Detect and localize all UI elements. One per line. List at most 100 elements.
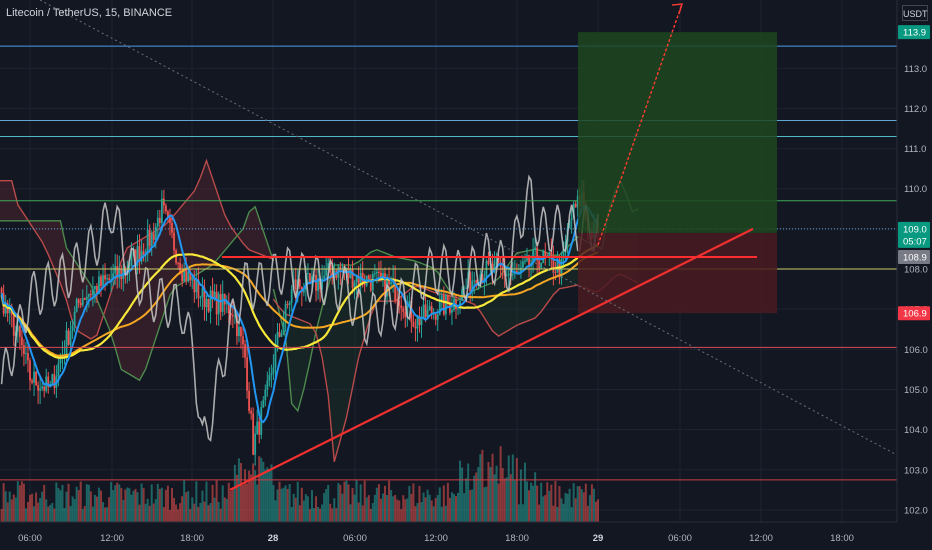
candle-body (438, 300, 441, 315)
volume-bar (148, 505, 151, 522)
price-axis-bg (897, 0, 932, 550)
candle-body (207, 299, 210, 312)
candle-body (203, 287, 206, 308)
volume-bar (166, 485, 169, 522)
volume-bar (418, 485, 421, 522)
candle-body (349, 269, 352, 278)
volume-bar (67, 483, 70, 522)
volume-bar (444, 505, 447, 522)
volume-bar (375, 487, 378, 522)
candle-body (388, 279, 390, 285)
candle-body (158, 217, 161, 224)
candle-body (576, 195, 579, 208)
candle-body (449, 304, 451, 313)
candle-body (29, 360, 31, 381)
candle-body (227, 302, 230, 314)
volume-bar (546, 482, 549, 522)
volume-bar (100, 490, 102, 522)
volume-bar (452, 493, 455, 522)
volume-bar (505, 477, 508, 522)
candle-body (353, 281, 356, 288)
volume-bar (59, 490, 62, 522)
volume-bar (560, 498, 563, 522)
volume-bar (294, 497, 297, 522)
volume-bar (217, 501, 220, 522)
candle-body (495, 257, 498, 261)
volume-bar (22, 483, 25, 522)
volume-bar (142, 488, 145, 522)
volume-bar (278, 481, 281, 522)
projection-arrow-head (671, 3, 683, 15)
candle-body (160, 198, 163, 224)
candle-body (118, 269, 121, 278)
candle-body (384, 273, 386, 297)
volume-bar (160, 487, 163, 522)
candle-body (148, 229, 151, 247)
time-tick-label: 12:00 (424, 533, 448, 544)
time-axis-bg (0, 522, 932, 550)
candle-body (130, 253, 133, 267)
price-label-tag (898, 221, 930, 236)
volume-bar (578, 486, 581, 522)
volume-bar (365, 497, 368, 522)
candle-body (483, 277, 486, 282)
volume-bar (317, 506, 320, 522)
volume-bar (175, 504, 178, 522)
volume-bar (116, 482, 119, 522)
candle-body (106, 278, 108, 280)
candle-body (150, 233, 153, 247)
candle-body (378, 271, 380, 273)
volume-bar (509, 474, 512, 522)
volume-bar (319, 508, 322, 522)
volume-bar (156, 483, 159, 522)
volume-bar (102, 502, 105, 522)
volume-bar (130, 494, 133, 522)
candle-body (280, 333, 283, 337)
volume-bar (586, 505, 589, 522)
volume-bar (254, 470, 257, 522)
candle-body (367, 275, 370, 282)
volume-bar (152, 503, 155, 522)
candle-body (23, 345, 25, 354)
volume-bar (91, 506, 94, 522)
candle-body (138, 246, 141, 262)
volume-bar (177, 509, 180, 522)
price-label-tag (898, 25, 930, 40)
candle-body (94, 285, 96, 290)
volume-bar (333, 498, 336, 522)
volume-bar (191, 497, 194, 522)
time-tick-label: 06:00 (343, 533, 367, 544)
currency-badge[interactable]: USDT (902, 5, 928, 21)
candle-body (520, 267, 522, 272)
volume-bar (521, 504, 524, 522)
volume-bar (0, 508, 3, 522)
candle-body (475, 280, 478, 285)
time-tick-label: 12:00 (749, 533, 773, 544)
time-tick-label: 06:00 (18, 533, 42, 544)
candle-body (33, 371, 35, 383)
candle-body (91, 289, 94, 296)
candle-body (270, 373, 273, 376)
candle-body (394, 278, 397, 301)
volume-bar (392, 496, 395, 522)
candle-body (197, 279, 200, 298)
candle-body (27, 353, 29, 361)
volume-bar (552, 505, 555, 522)
candle-body (321, 278, 324, 290)
volume-bar (321, 504, 324, 522)
volume-bar (114, 485, 117, 522)
candle-body (254, 433, 257, 455)
volume-bar (284, 485, 287, 522)
volume-bar (108, 497, 111, 522)
candle-body (396, 300, 399, 302)
candle-body (225, 302, 228, 305)
volume-bar (110, 481, 113, 522)
price-label-tag (898, 233, 930, 248)
candle-body (402, 308, 405, 312)
volume-bar (71, 496, 74, 522)
candle-body (398, 301, 401, 306)
volume-bar (384, 485, 386, 522)
volume-bar (442, 485, 445, 522)
volume-bar (14, 497, 17, 522)
